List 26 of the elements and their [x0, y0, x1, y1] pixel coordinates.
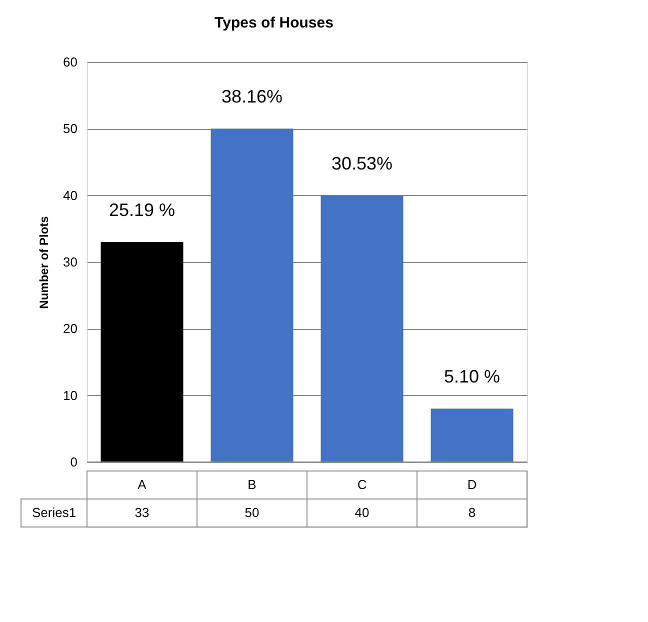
y-tick-label: 60	[63, 54, 78, 70]
y-tick-label: 10	[63, 388, 78, 403]
x-tick-label: D	[467, 477, 477, 492]
text: Series1	[32, 505, 76, 520]
data-label: 8	[468, 505, 476, 520]
data-label: 50	[244, 505, 260, 520]
y-tick-label: 50	[63, 121, 78, 136]
y-axis-title: Number of Plots	[37, 216, 52, 309]
annotation: 25.19 %	[108, 200, 176, 220]
data-label: 33	[134, 505, 150, 520]
bar	[100, 242, 184, 462]
bar	[430, 408, 514, 462]
y-tick-label: 20	[63, 321, 78, 336]
x-tick-label: C	[357, 477, 367, 492]
annotation: 38.16%	[221, 86, 283, 107]
y-tick-label: 0	[70, 454, 78, 470]
bar	[320, 195, 404, 462]
chart-title: Types of Houses	[214, 14, 334, 32]
x-tick-label: A	[138, 477, 147, 492]
data-label: 40	[354, 505, 370, 520]
y-tick-label: 40	[63, 188, 78, 203]
y-tick-label: 30	[63, 254, 78, 270]
bar	[210, 128, 294, 462]
annotation: 5.10 %	[444, 366, 500, 387]
annotation: 30.53%	[331, 153, 393, 174]
x-tick-label: B	[248, 477, 256, 492]
